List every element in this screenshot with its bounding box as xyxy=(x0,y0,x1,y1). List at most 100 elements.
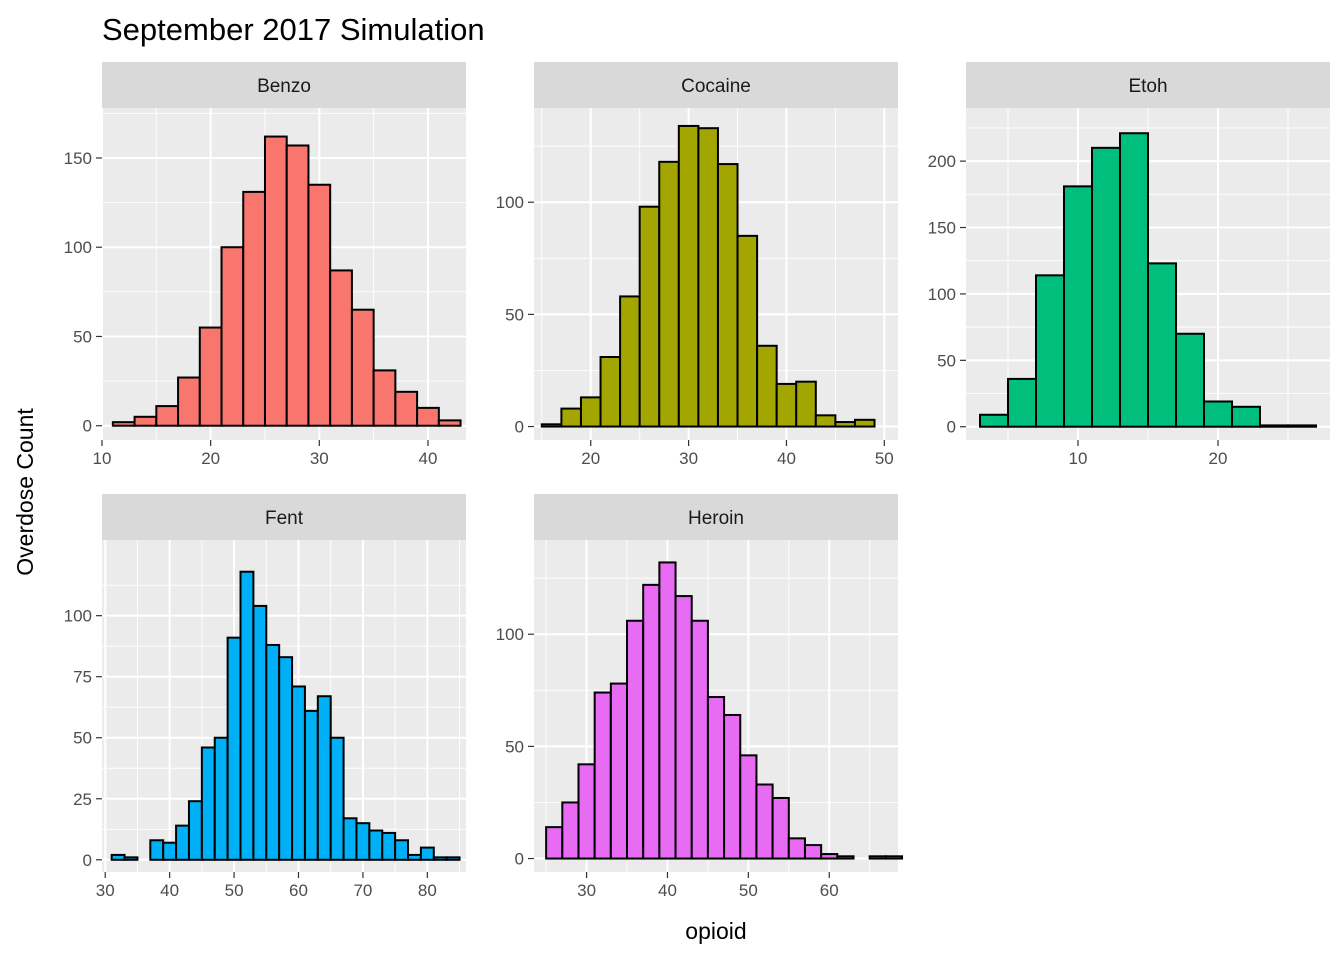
histogram-bar xyxy=(599,356,622,428)
x-tick-label: 50 xyxy=(739,881,758,900)
histogram-bar xyxy=(350,308,375,427)
histogram-bar xyxy=(1203,400,1233,428)
histogram-bar xyxy=(1147,262,1177,428)
histogram-bar xyxy=(368,829,384,861)
histogram-bar xyxy=(814,414,837,428)
y-tick-label: 100 xyxy=(496,625,524,644)
histogram-bar xyxy=(187,800,203,861)
y-tick-label: 100 xyxy=(64,238,92,257)
histogram-bar xyxy=(834,421,856,428)
facet-panel-benzo: Benzo 10 20 30 40 0 50 100 150 xyxy=(64,62,466,468)
histogram-bar xyxy=(658,561,677,860)
histogram-bar xyxy=(836,855,855,860)
histogram-bar xyxy=(579,396,602,428)
x-tick-label: 40 xyxy=(658,881,677,900)
histogram-bar xyxy=(252,604,268,861)
facet-strip-label: Fent xyxy=(265,508,304,529)
x-tick-label: 70 xyxy=(353,881,372,900)
histogram-bar xyxy=(123,856,139,861)
facet-strip-label: Benzo xyxy=(257,76,311,97)
histogram-bar xyxy=(736,234,759,428)
histogram-bar xyxy=(355,822,371,861)
histogram-bar xyxy=(979,413,1009,428)
histogram-bar xyxy=(198,326,223,427)
y-tick-label: 50 xyxy=(73,327,92,346)
histogram-bar xyxy=(329,269,353,427)
y-tick-label: 100 xyxy=(928,285,956,304)
histogram-bar xyxy=(658,160,680,428)
x-tick-label: 30 xyxy=(679,449,698,468)
histogram-bar xyxy=(561,801,580,860)
facet-panel-heroin: Heroin 30 40 50 60 0 50 100 xyxy=(496,494,904,900)
y-tick-label: 0 xyxy=(515,418,524,437)
histogram-bar xyxy=(265,643,281,861)
histogram-bar xyxy=(723,713,742,860)
histogram-bar xyxy=(220,246,245,427)
x-tick-label: 30 xyxy=(96,881,115,900)
facet-strip-label: Heroin xyxy=(688,508,744,529)
x-tick-label: 20 xyxy=(581,449,600,468)
y-tick-label: 50 xyxy=(937,351,956,370)
x-tick-label: 50 xyxy=(225,881,244,900)
histogram-bar xyxy=(642,583,661,860)
y-tick-label: 50 xyxy=(505,305,524,324)
histogram-bar xyxy=(1287,424,1317,428)
x-tick-label: 40 xyxy=(160,881,179,900)
y-tick-label: 0 xyxy=(83,417,92,436)
histogram-bar xyxy=(619,295,641,428)
histogram-bar xyxy=(432,856,448,861)
y-tick-label: 0 xyxy=(83,851,92,870)
histogram-bar xyxy=(111,421,136,427)
histogram-bar xyxy=(278,656,294,861)
histogram-bar xyxy=(394,390,419,427)
histogram-bar xyxy=(419,846,435,861)
facet-strip xyxy=(102,494,466,540)
histogram-bar xyxy=(226,636,242,861)
facet-strip xyxy=(102,62,466,108)
histogram-bar xyxy=(133,415,158,427)
histogram-bar xyxy=(755,783,774,860)
x-axis-title: opioid xyxy=(685,918,746,944)
histogram-bar xyxy=(291,685,306,861)
histogram-bar xyxy=(716,163,739,428)
histogram-bar xyxy=(162,841,178,861)
histogram-bar xyxy=(706,696,726,860)
facet-panel-fent: Fent 30 40 50 60 70 80 0 25 50 75 100 xyxy=(64,494,466,900)
histogram-bar xyxy=(285,144,310,427)
x-tick-label: 60 xyxy=(289,881,308,900)
y-tick-label: 150 xyxy=(928,219,956,238)
histogram-bar xyxy=(609,682,629,860)
histogram-bar xyxy=(1035,274,1065,428)
y-axis-title: Overdose Count xyxy=(12,408,38,576)
histogram-bar xyxy=(560,407,582,428)
y-tick-label: 50 xyxy=(73,729,92,748)
histogram-bar xyxy=(853,418,876,428)
y-tick-label: 150 xyxy=(64,149,92,168)
y-tick-label: 200 xyxy=(928,152,956,171)
y-tick-label: 75 xyxy=(73,668,92,687)
histogram-bar xyxy=(242,190,266,427)
histogram-bar xyxy=(200,746,216,861)
histogram-bar xyxy=(1175,332,1205,428)
x-tick-label: 10 xyxy=(1069,449,1088,468)
histogram-bar xyxy=(677,124,700,428)
histogram-bar xyxy=(394,839,410,861)
histogram-bar xyxy=(756,344,778,428)
histogram-bar xyxy=(739,754,758,860)
histogram-bar xyxy=(1091,146,1121,428)
y-tick-label: 25 xyxy=(73,790,92,809)
histogram-bar xyxy=(303,709,319,861)
chart-title: September 2017 Simulation xyxy=(102,12,485,47)
histogram-bar xyxy=(1063,185,1093,428)
histogram-bar xyxy=(1259,424,1289,428)
histogram-bar xyxy=(416,406,440,427)
facet-strip xyxy=(534,62,898,108)
x-tick-label: 10 xyxy=(93,449,112,468)
histogram-bar xyxy=(593,691,612,860)
histogram-bar xyxy=(407,853,422,861)
histogram-bar xyxy=(175,824,190,861)
histogram-bar xyxy=(149,839,165,861)
x-tick-label: 50 xyxy=(875,449,894,468)
histogram-bar xyxy=(1119,132,1149,428)
